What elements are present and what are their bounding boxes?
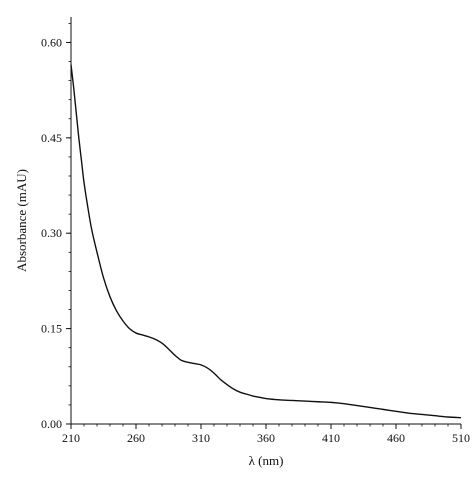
- x-tick-label: 260: [127, 431, 145, 445]
- x-tick-label: 410: [322, 431, 340, 445]
- x-tick-label: 460: [387, 431, 405, 445]
- x-tick-label: 360: [257, 431, 275, 445]
- x-tick-label: 310: [192, 431, 210, 445]
- x-ticks: 210 260 310 360 410 460 510: [62, 424, 470, 445]
- y-axis-title: Absorbance (mAU): [14, 169, 29, 272]
- y-tick-label: 0.15: [41, 322, 62, 336]
- y-tick-label: 0.60: [41, 35, 62, 49]
- axes: [70, 17, 461, 425]
- y-tick-label: 0.30: [41, 226, 62, 240]
- y-ticks: 0.00 0.15 0.30 0.45 0.60: [41, 35, 71, 431]
- x-axis-title: λ (nm): [249, 453, 284, 468]
- y-tick-label: 0.00: [41, 417, 62, 431]
- x-tick-label: 210: [62, 431, 80, 445]
- minor-ticks: [68, 22, 462, 427]
- y-tick-label: 0.45: [41, 131, 62, 145]
- x-tick-label: 510: [452, 431, 470, 445]
- absorbance-series-line: [70, 64, 462, 419]
